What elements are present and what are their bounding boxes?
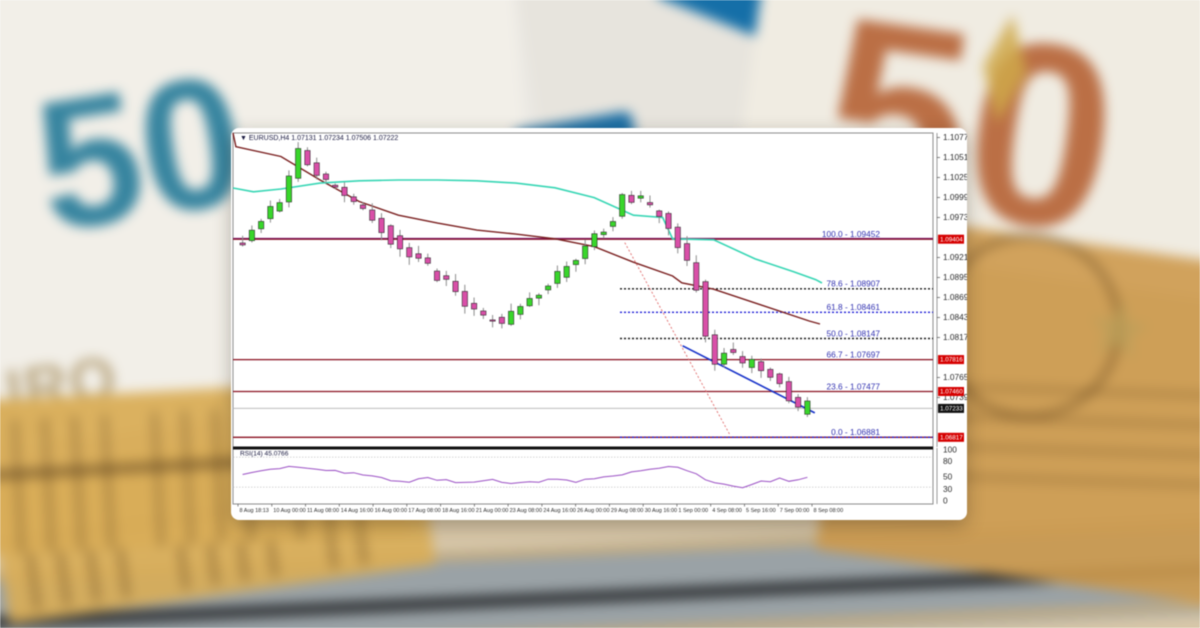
svg-text:23 Aug 08:00: 23 Aug 08:00 (510, 508, 542, 514)
svg-text:1.09734: 1.09734 (943, 212, 967, 222)
svg-text:1.09993: 1.09993 (943, 192, 967, 202)
svg-text:1.09404: 1.09404 (940, 236, 963, 243)
svg-text:5 Sep 16:00: 5 Sep 16:00 (746, 508, 776, 514)
svg-text:1.09214: 1.09214 (943, 252, 967, 262)
svg-text:1.10772: 1.10772 (943, 132, 967, 142)
svg-text:26 Aug 00:00: 26 Aug 00:00 (577, 508, 609, 514)
svg-text:1.07233: 1.07233 (940, 406, 963, 413)
svg-text:8 Aug 18:13: 8 Aug 18:13 (240, 508, 269, 514)
svg-text:1.07816: 1.07816 (940, 357, 963, 364)
svg-text:66.7 - 1.07697: 66.7 - 1.07697 (826, 349, 880, 359)
svg-text:61.8 - 1.08461: 61.8 - 1.08461 (826, 302, 880, 312)
svg-text:78.6 - 1.08907: 78.6 - 1.08907 (826, 279, 880, 289)
svg-text:1.08955: 1.08955 (943, 272, 967, 282)
svg-text:18 Aug 16:00: 18 Aug 16:00 (442, 508, 474, 514)
svg-text:100: 100 (943, 445, 957, 455)
svg-text:1.08436: 1.08436 (943, 312, 967, 322)
svg-text:0.0 - 1.06881: 0.0 - 1.06881 (831, 427, 880, 437)
svg-text:14 Aug 16:00: 14 Aug 16:00 (341, 508, 373, 514)
svg-text:0: 0 (943, 496, 948, 506)
svg-text:RSI(14) 45.0766: RSI(14) 45.0766 (240, 451, 289, 458)
svg-text:50.0 - 1.08147: 50.0 - 1.08147 (826, 328, 880, 338)
svg-text:8 Sep 08:00: 8 Sep 08:00 (814, 508, 844, 514)
svg-text:16 Aug 00:00: 16 Aug 00:00 (375, 508, 407, 514)
svg-text:24 Aug 16:00: 24 Aug 16:00 (543, 508, 575, 514)
svg-text:17 Aug 08:00: 17 Aug 08:00 (408, 508, 440, 514)
svg-text:50: 50 (23, 36, 258, 272)
svg-text:▼ EURUSD,H4 1.07131 1.07234 1: ▼ EURUSD,H4 1.07131 1.07234 1.07506 1.07… (240, 135, 398, 142)
svg-text:1.08176: 1.08176 (943, 332, 967, 342)
svg-text:1.07657: 1.07657 (943, 372, 967, 382)
svg-text:11 Aug 08:00: 11 Aug 08:00 (307, 508, 339, 514)
svg-text:100.0 - 1.09452: 100.0 - 1.09452 (822, 229, 881, 239)
svg-text:30: 30 (943, 484, 953, 494)
svg-text:23.6 - 1.07477: 23.6 - 1.07477 (826, 381, 880, 391)
svg-text:1 Sep 00:00: 1 Sep 00:00 (678, 508, 708, 514)
svg-text:50: 50 (943, 472, 953, 482)
svg-text:10 Aug 00:00: 10 Aug 00:00 (273, 508, 305, 514)
svg-text:7 Sep 00:00: 7 Sep 00:00 (780, 508, 810, 514)
svg-text:80: 80 (943, 456, 953, 466)
svg-text:30 Aug 16:00: 30 Aug 16:00 (645, 508, 677, 514)
svg-text:1.08695: 1.08695 (943, 292, 967, 302)
svg-text:4 Sep 08:00: 4 Sep 08:00 (712, 508, 742, 514)
svg-text:1.10512: 1.10512 (943, 152, 967, 162)
svg-text:29 Aug 08:00: 29 Aug 08:00 (611, 508, 643, 514)
svg-text:21 Aug 00:00: 21 Aug 00:00 (476, 508, 508, 514)
svg-text:1.10253: 1.10253 (943, 172, 967, 182)
svg-text:1.06817: 1.06817 (940, 434, 963, 441)
svg-text:1.07460: 1.07460 (940, 389, 963, 396)
